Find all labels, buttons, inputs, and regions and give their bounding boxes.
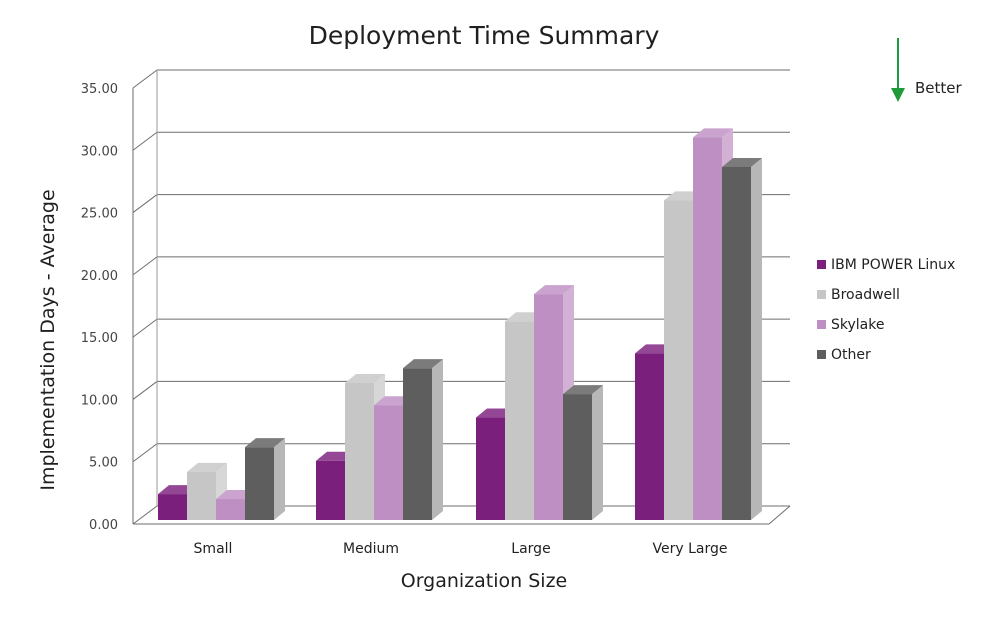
bar-front (563, 394, 592, 520)
bar-top (693, 128, 733, 138)
y-tick-label: 5.00 (89, 456, 118, 471)
bar-side (751, 157, 762, 520)
bar-top (563, 385, 603, 395)
bar-front (534, 294, 563, 520)
bar-front (158, 494, 187, 520)
y-tick-labels: 0.00 5.00 10.00 15.00 20.00 25.00 30.00 35.00 (81, 82, 118, 533)
bar-front (374, 405, 403, 520)
bar-other-large (563, 385, 603, 520)
better-label: Better (915, 79, 963, 97)
legend-swatch (817, 320, 826, 329)
bar-other-medium (403, 359, 443, 520)
legend: IBM POWER Linux Broadwell Skylake Other (817, 257, 955, 363)
gridline-side (132, 318, 158, 338)
bar-top (403, 359, 443, 369)
bar-side (432, 359, 443, 520)
bar-top (187, 462, 227, 472)
legend-label: Other (831, 347, 871, 363)
bar-top (345, 373, 385, 383)
legend-label: Skylake (831, 317, 884, 333)
bar-front (664, 200, 693, 520)
gridline-side (132, 381, 158, 400)
x-tick-label: Large (511, 541, 550, 557)
y-tick-label: 15.00 (81, 331, 118, 346)
legend-item: Broadwell (817, 287, 900, 303)
legend-label: Broadwell (831, 287, 900, 303)
legend-item: Other (817, 347, 871, 363)
x-tick-label: Medium (343, 541, 399, 557)
legend-item: IBM POWER Linux (817, 257, 955, 273)
legend-swatch (817, 290, 826, 299)
bar-front (216, 499, 245, 520)
bar-front (505, 321, 534, 520)
gridline-side (132, 443, 158, 463)
bar-side (274, 438, 285, 520)
gridline-side (132, 505, 158, 525)
legend-swatch (817, 260, 826, 269)
bar-front (635, 353, 664, 520)
y-tick-label: 20.00 (81, 269, 118, 284)
better-annotation: Better (891, 38, 963, 102)
bar-front (476, 417, 505, 520)
x-tick-labels: Small Medium Large Very Large (194, 541, 728, 557)
bars (158, 128, 762, 520)
y-tick-label: 35.00 (81, 82, 118, 97)
arrow-head-icon (891, 88, 905, 102)
bar-front (187, 471, 216, 520)
legend-item: Skylake (817, 317, 884, 333)
bar-front (316, 460, 345, 520)
gridline-side (132, 69, 158, 89)
bar-side (592, 385, 603, 520)
gridline-side (132, 256, 158, 276)
bar-broadwell-small (187, 462, 227, 520)
y-tick-label: 30.00 (81, 144, 118, 159)
bar-top (245, 438, 285, 448)
bar-other-very-large (722, 157, 762, 520)
legend-label: IBM POWER Linux (831, 257, 955, 273)
y-tick-label: 25.00 (81, 207, 118, 222)
y-tick-label: 0.00 (89, 518, 118, 533)
chart-title: Deployment Time Summary (309, 21, 660, 50)
bar-front (722, 166, 751, 520)
x-axis-title: Organization Size (401, 570, 568, 592)
bar-front (403, 368, 432, 520)
bar-front (245, 447, 274, 520)
y-axis-title: Implementation Days - Average (37, 189, 59, 490)
legend-swatch (817, 350, 826, 359)
bar-top (534, 285, 574, 295)
floor-edge (768, 505, 791, 525)
gridline-side (132, 131, 158, 151)
grid (132, 69, 791, 525)
y-tick-label: 10.00 (81, 393, 118, 408)
bar-front (693, 137, 722, 520)
bar-top (722, 157, 762, 167)
bar-other-small (245, 438, 285, 520)
bar-front (345, 382, 374, 520)
x-tick-label: Very Large (653, 541, 728, 557)
gridline-side (132, 194, 158, 213)
x-tick-label: Small (194, 541, 233, 557)
